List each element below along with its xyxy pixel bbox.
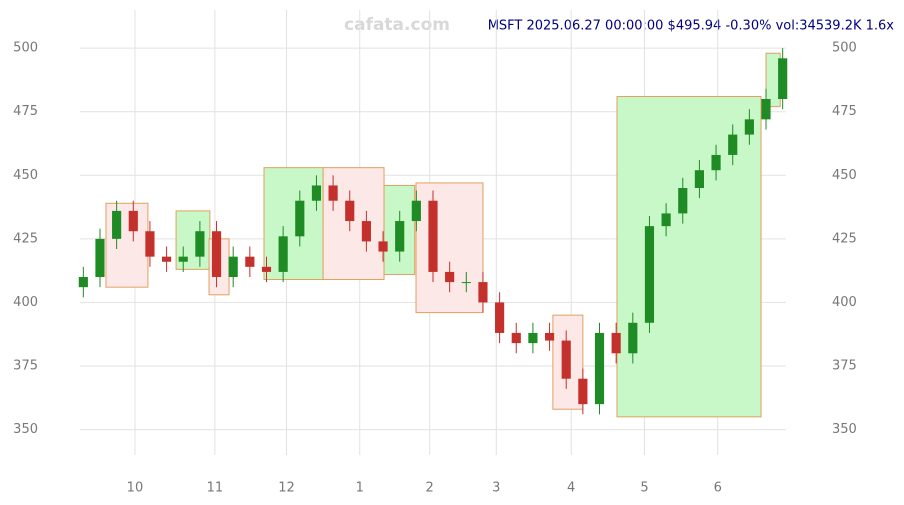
y2-tick-label: 475 — [832, 104, 857, 119]
y-tick-label: 425 — [13, 231, 38, 246]
candle-body — [361, 221, 371, 242]
candle-body — [328, 185, 338, 201]
candle-body — [78, 277, 88, 288]
candle-body — [128, 210, 138, 232]
y-tick-label: 475 — [13, 104, 38, 119]
range-box — [263, 167, 324, 281]
y2-tick-label: 350 — [832, 422, 857, 437]
y-tick-label: 375 — [13, 359, 38, 374]
candle-body — [211, 231, 222, 277]
candle-body — [495, 302, 505, 333]
candle-body — [678, 188, 688, 214]
candle-body — [295, 200, 305, 237]
y2-tick-label: 375 — [832, 359, 857, 374]
candle-body — [561, 340, 571, 379]
y2-tick-label: 500 — [832, 41, 857, 56]
candle-body — [395, 221, 405, 252]
candle-body — [478, 282, 488, 303]
candle-body — [511, 332, 521, 344]
y-tick-label: 450 — [13, 168, 38, 183]
x-tick-label: 12 — [278, 481, 295, 496]
candle-body — [378, 241, 388, 252]
candle-body — [461, 282, 471, 284]
candle-body — [611, 332, 621, 354]
candle-body — [261, 266, 272, 272]
x-tick-label: 11 — [207, 481, 224, 496]
x-tick-label: 3 — [492, 481, 500, 496]
candle-body — [744, 119, 754, 135]
candle-body — [411, 200, 421, 222]
y-tick-label: 500 — [13, 41, 38, 56]
candle-body — [578, 378, 588, 405]
x-tick-label: 4 — [567, 481, 575, 496]
candle-body — [761, 99, 771, 120]
range-box — [322, 167, 385, 281]
candle-body — [544, 332, 555, 341]
x-tick-label: 5 — [640, 481, 648, 496]
candle-body — [445, 271, 455, 283]
candle-body — [195, 231, 205, 257]
y2-tick-label: 450 — [832, 168, 857, 183]
candle-body — [728, 134, 738, 155]
candle-body — [145, 231, 155, 257]
candle-body — [778, 58, 788, 99]
candle-body — [245, 256, 255, 267]
candle-body — [345, 200, 355, 222]
candle-body — [311, 185, 322, 201]
candle-body — [162, 256, 172, 262]
candle-body — [711, 154, 721, 171]
candle-body — [178, 256, 188, 262]
candle-body — [228, 256, 238, 277]
candle-body — [528, 332, 538, 344]
chart-title: MSFT 2025.06.27 00:00:00 $495.94 -0.30% … — [488, 19, 895, 34]
candle-body — [594, 332, 605, 405]
x-tick-label: 6 — [714, 481, 722, 496]
candle-body — [278, 236, 288, 272]
y-tick-label: 350 — [13, 422, 38, 437]
candle-body — [95, 238, 105, 277]
candle-body — [661, 213, 671, 227]
x-tick-label: 2 — [426, 481, 434, 496]
y2-tick-label: 425 — [832, 231, 857, 246]
range-box — [765, 52, 781, 108]
y-tick-label: 400 — [13, 295, 38, 310]
x-tick-label: 10 — [127, 481, 144, 496]
y2-tick-label: 400 — [832, 295, 857, 310]
x-tick-label: 1 — [356, 481, 364, 496]
candle-body — [628, 322, 638, 354]
candle-body — [428, 200, 438, 272]
candle-body — [112, 210, 122, 239]
candle-body — [644, 226, 655, 323]
range-box — [616, 95, 762, 418]
watermark: cafata.com — [344, 15, 450, 35]
candle-body — [694, 170, 704, 188]
range-box — [415, 182, 484, 314]
